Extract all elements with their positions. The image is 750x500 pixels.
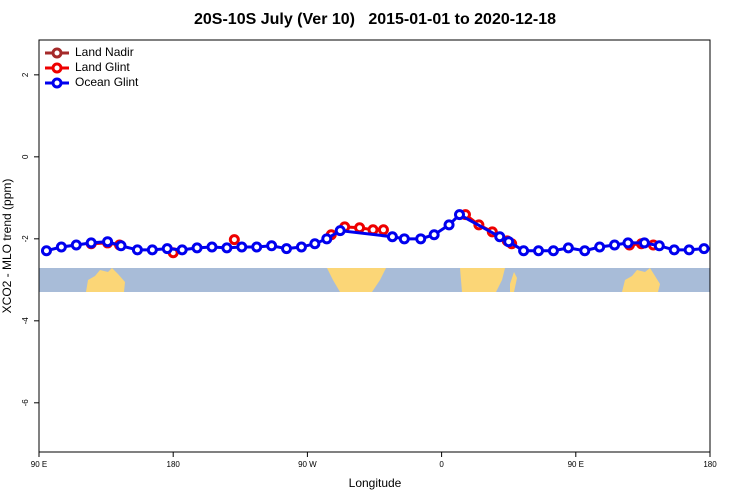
data-point	[131, 244, 143, 256]
data-point	[494, 231, 506, 243]
data-point	[281, 243, 293, 255]
legend-label: Land Nadir	[75, 45, 134, 59]
data-point	[146, 244, 158, 256]
data-point	[547, 245, 559, 257]
y-tick-label: -4	[21, 317, 30, 325]
data-point	[309, 238, 321, 250]
data-point	[503, 236, 515, 248]
data-point	[533, 245, 545, 257]
land	[510, 272, 517, 292]
y-axis-label: XCO2 - MLO trend (ppm)	[0, 179, 14, 314]
land	[86, 268, 125, 292]
data-point	[668, 244, 680, 256]
data-point	[579, 245, 591, 257]
x-tick-label: 90 W	[298, 460, 317, 469]
series	[40, 209, 710, 257]
data-point	[638, 237, 650, 249]
map-strip	[39, 268, 710, 292]
data-point	[398, 233, 410, 245]
data-point	[161, 243, 173, 255]
y-tick-label: -2	[21, 235, 30, 243]
data-point	[377, 224, 389, 236]
data-point	[443, 219, 455, 231]
data-point	[653, 240, 665, 252]
data-point	[562, 242, 574, 254]
data-point	[228, 234, 240, 246]
data-point	[102, 236, 114, 248]
land	[622, 268, 660, 292]
data-point	[206, 241, 218, 253]
data-point	[354, 222, 366, 234]
data-point	[176, 244, 188, 256]
y-tick-label: 2	[21, 72, 30, 77]
data-point	[251, 241, 263, 253]
chart-title: 20S-10S July (Ver 10) 2015-01-01 to 2020…	[194, 11, 556, 28]
data-point	[266, 240, 278, 252]
land	[460, 268, 505, 292]
data-point	[321, 233, 333, 245]
legend-label: Land Glint	[75, 60, 130, 74]
data-point	[334, 225, 346, 237]
x-axis-label: Longitude	[349, 476, 402, 490]
data-point	[698, 243, 710, 255]
x-tick-label: 180	[167, 460, 181, 469]
y-tick-label: -6	[21, 399, 30, 407]
data-point	[191, 242, 203, 254]
data-point	[609, 239, 621, 251]
data-point	[367, 224, 379, 236]
land	[327, 268, 386, 292]
y-tick-label: 0	[21, 154, 30, 159]
data-point	[518, 245, 530, 257]
data-point	[428, 229, 440, 241]
data-point	[55, 241, 67, 253]
legend-marker	[51, 47, 63, 59]
x-tick-label: 90 E	[568, 460, 584, 469]
data-point	[85, 237, 97, 249]
data-point	[295, 241, 307, 253]
data-point	[70, 239, 82, 251]
data-point	[386, 231, 398, 243]
data-point	[415, 233, 427, 245]
plot-frame	[38, 39, 711, 453]
data-point	[236, 241, 248, 253]
legend-label: Ocean Glint	[75, 75, 139, 89]
data-point	[683, 244, 695, 256]
legend-marker	[51, 62, 63, 74]
data-point	[453, 209, 465, 221]
data-point	[594, 241, 606, 253]
data-point	[221, 242, 233, 254]
x-tick-label: 180	[703, 460, 717, 469]
x-tick-label: 90 E	[31, 460, 47, 469]
x-tick-label: 0	[439, 460, 444, 469]
legend-marker	[51, 77, 63, 89]
data-point	[622, 237, 634, 249]
data-point	[115, 240, 127, 252]
data-point	[40, 245, 52, 257]
